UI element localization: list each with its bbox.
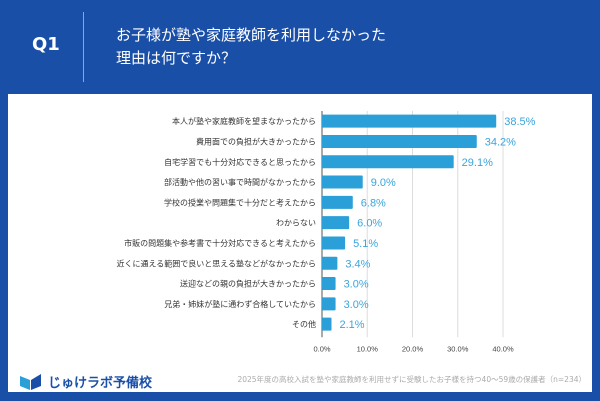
data-label: 6.8% bbox=[361, 197, 386, 209]
divider bbox=[83, 12, 84, 82]
category-label: 本人が塾や家庭教師を望まなかったから bbox=[172, 116, 316, 126]
bar bbox=[322, 277, 336, 291]
category-label: 送迎などの親の負担が大きかったから bbox=[180, 279, 316, 289]
x-tick-label: 20.0% bbox=[402, 344, 424, 353]
book-logo-icon bbox=[20, 374, 41, 390]
data-label: 38.5% bbox=[504, 116, 535, 128]
data-label: 3.0% bbox=[344, 299, 369, 311]
category-label: その他 bbox=[292, 319, 316, 329]
question-title: お子様が塾や家庭教師を利用しなかった 理由は何ですか？ bbox=[116, 24, 386, 70]
logo-text: じゅけラボ予備校 bbox=[48, 375, 153, 391]
data-label: 34.2% bbox=[485, 136, 516, 148]
footnote: 2025年度の高校入試を塾や家庭教師を利用せずに受験したお子様を持つ40～59歳… bbox=[237, 375, 586, 384]
bar bbox=[322, 134, 477, 148]
chart-panel bbox=[8, 94, 592, 392]
bar bbox=[322, 297, 336, 311]
question-number: Q1 bbox=[32, 34, 60, 55]
data-label: 6.0% bbox=[357, 218, 382, 230]
bar bbox=[322, 256, 338, 270]
x-tick-label: 30.0% bbox=[447, 344, 469, 353]
data-label: 3.0% bbox=[344, 279, 369, 291]
title-line-2: 理由は何ですか？ bbox=[116, 49, 237, 67]
bar bbox=[322, 216, 350, 230]
category-label: わからない bbox=[276, 219, 316, 228]
category-label: 兄弟・姉妹が塾に通わず合格していたから bbox=[164, 299, 316, 309]
bar bbox=[322, 317, 332, 331]
bar bbox=[322, 155, 454, 169]
bar bbox=[322, 236, 346, 250]
bar bbox=[322, 114, 497, 128]
category-label: 市販の問題集や参考書で十分対応できると考えたから bbox=[124, 238, 316, 248]
category-label: 近くに通える範囲で良いと思える塾などがなかったから bbox=[116, 258, 316, 268]
x-tick-label: 10.0% bbox=[357, 344, 379, 353]
data-label: 5.1% bbox=[353, 238, 378, 250]
x-tick-label: 40.0% bbox=[492, 344, 514, 353]
logo: じゅけラボ予備校 bbox=[18, 370, 152, 392]
category-label: 自宅学習でも十分対応できると思ったから bbox=[164, 157, 316, 167]
title-line-1: お子様が塾や家庭教師を利用しなかった bbox=[116, 26, 387, 44]
category-label: 費用面での負担が大きかったから bbox=[196, 136, 316, 146]
x-tick-label: 0.0% bbox=[313, 344, 330, 353]
category-label: 学校の授業や問題集で十分だと考えたから bbox=[164, 197, 316, 207]
data-label: 2.1% bbox=[340, 319, 365, 331]
data-label: 9.0% bbox=[371, 177, 396, 189]
category-label: 部活動や他の習い事で時間がなかったから bbox=[164, 177, 316, 187]
data-label: 29.1% bbox=[462, 157, 493, 169]
data-label: 3.4% bbox=[345, 258, 370, 270]
bar bbox=[322, 175, 363, 189]
bar bbox=[322, 195, 353, 209]
